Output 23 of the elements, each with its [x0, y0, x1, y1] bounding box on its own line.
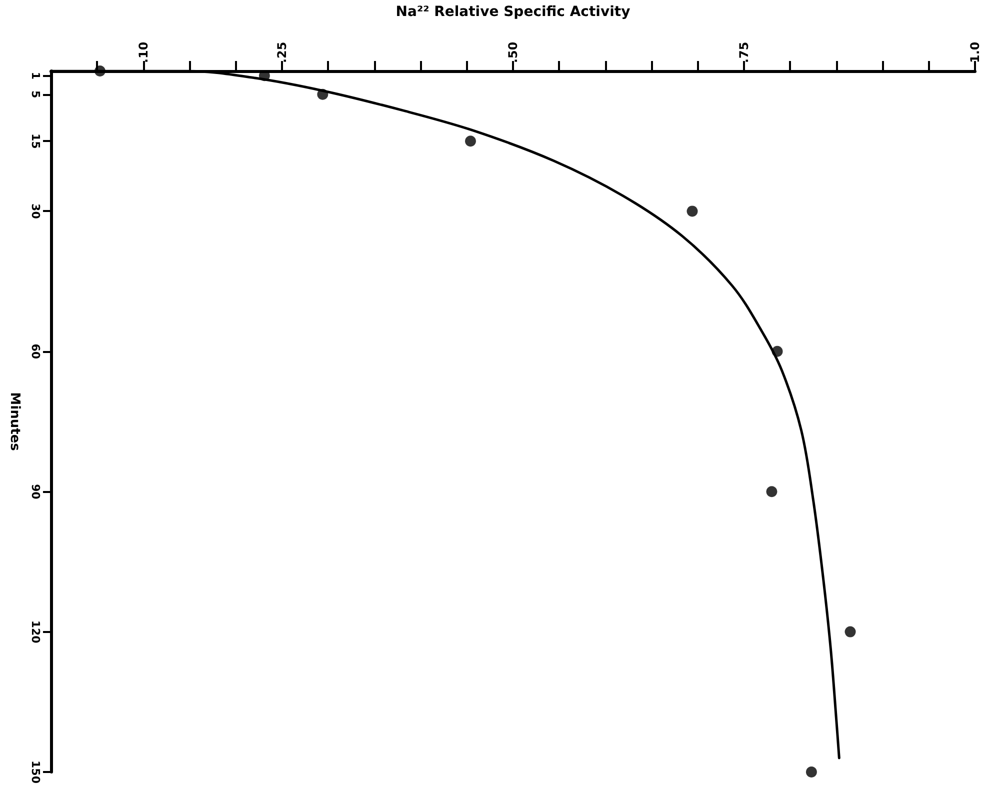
- point: [94, 66, 106, 76]
- y-axis-title: Minutes: [7, 392, 22, 452]
- point: [806, 766, 817, 778]
- y-tick-label: 1: [29, 72, 42, 80]
- y-tick-label: 60: [29, 344, 42, 360]
- y-tick-label: 90: [29, 484, 42, 500]
- x-tick-label: 1.0: [968, 42, 982, 63]
- x-axis-title: Na²² Relative Specific Activity: [396, 4, 630, 20]
- y-tick-label: 120: [29, 620, 42, 644]
- y-tick-label: 30: [29, 204, 42, 220]
- y-tick-label: 5: [29, 90, 42, 98]
- y-tick-label: 15: [29, 133, 42, 149]
- x-tick-label: .10: [136, 42, 150, 63]
- x-tick-label: .50: [506, 42, 520, 63]
- point: [772, 346, 783, 357]
- y-tick-label: 150: [29, 760, 42, 784]
- point: [465, 136, 476, 147]
- x-tick-label: .25: [275, 42, 289, 63]
- point: [686, 206, 698, 217]
- point: [317, 88, 328, 100]
- point: [844, 626, 856, 638]
- x-tick-label: .75: [737, 42, 751, 63]
- point: [766, 486, 778, 498]
